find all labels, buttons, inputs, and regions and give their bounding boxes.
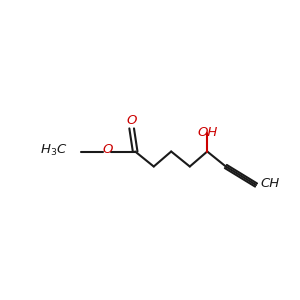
Text: H$_3$C: H$_3$C [40, 143, 68, 158]
Text: CH: CH [260, 177, 280, 190]
Text: OH: OH [197, 126, 218, 139]
Text: O: O [127, 114, 137, 127]
Text: O: O [102, 143, 112, 156]
